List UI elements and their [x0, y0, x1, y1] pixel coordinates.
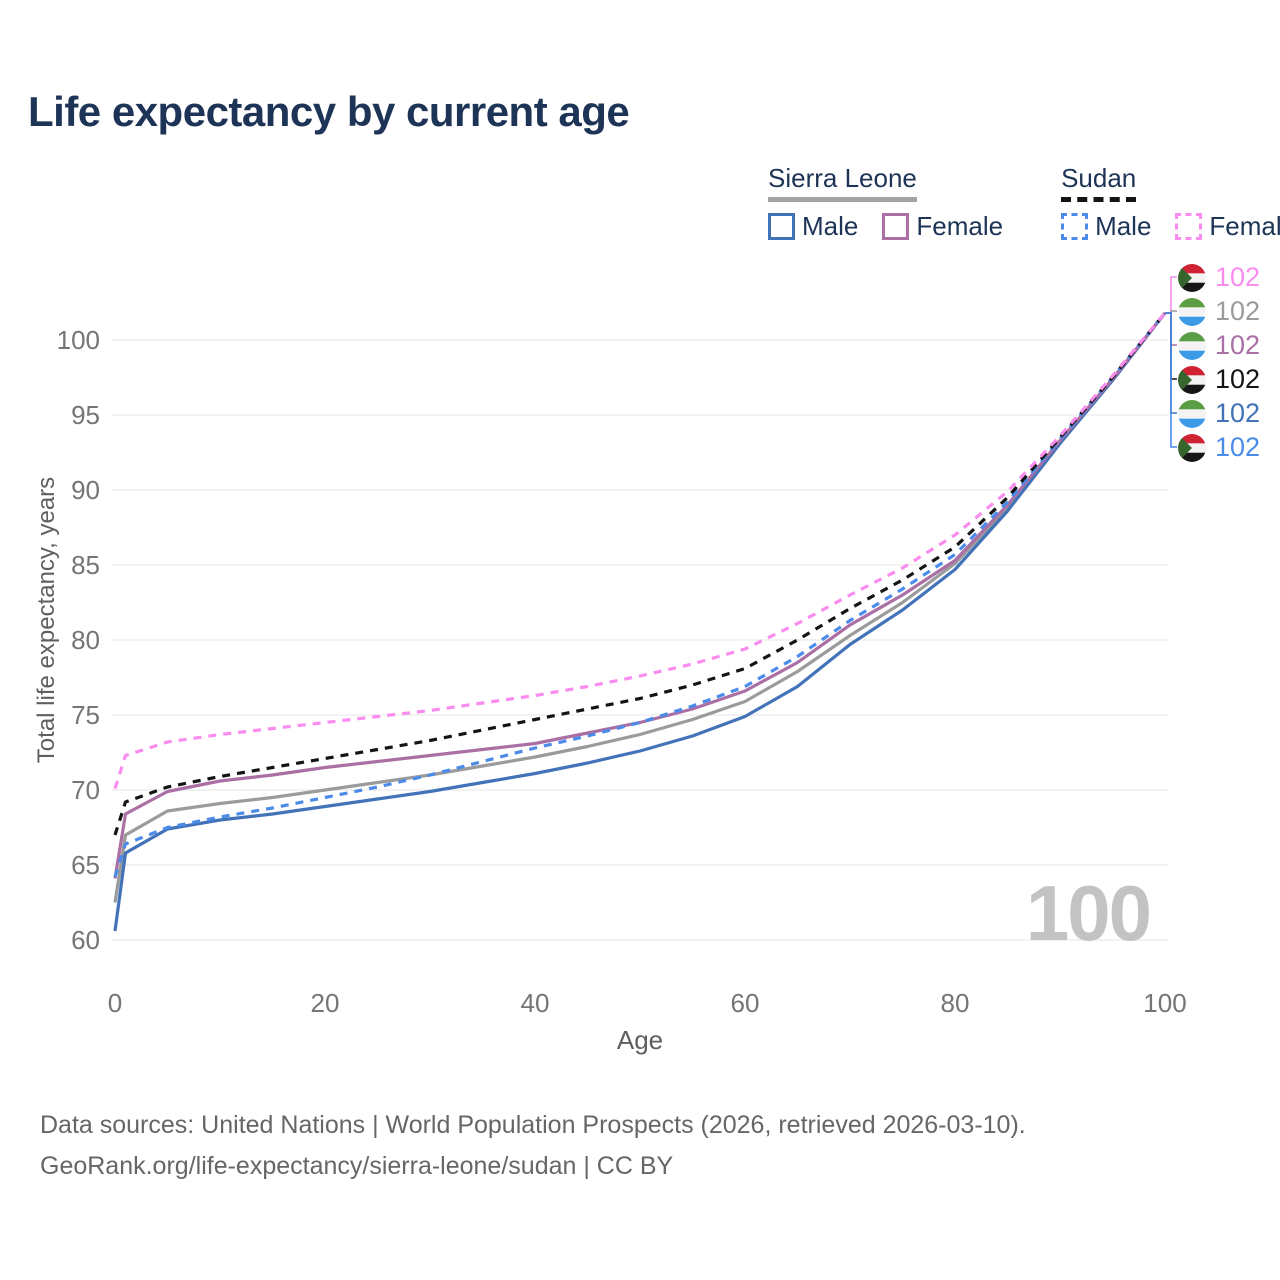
end-label-value: 102	[1215, 432, 1261, 462]
end-label-row[interactable]: 102	[1178, 432, 1260, 463]
end-label-value: 102	[1215, 330, 1261, 360]
legend-item-label: Female	[916, 211, 1004, 241]
y-tick-label: 70	[71, 775, 100, 805]
y-tick-label: 100	[56, 325, 100, 355]
legend-item-sudan-male[interactable]: Male	[1061, 211, 1151, 242]
legend: Sierra Leone Male Female Sudan Male Fema…	[768, 163, 1280, 242]
end-label-value: 102	[1215, 398, 1261, 428]
legend-items: Male Female	[1061, 211, 1280, 242]
y-axis-title: Total life expectancy, years	[33, 476, 60, 764]
y-tick-label: 90	[71, 475, 100, 505]
x-tick-label: 40	[520, 988, 550, 1018]
leader-line	[1165, 312, 1177, 448]
legend-group-sierra-leone: Sierra Leone Male Female	[768, 163, 1003, 242]
end-label-value: 102	[1215, 262, 1261, 292]
series-sudan[interactable]	[113, 311, 1167, 836]
x-tick-label: 60	[730, 988, 760, 1018]
legend-item-label: Male	[1095, 211, 1152, 241]
legend-item-label: Female	[1209, 211, 1280, 241]
legend-title-sudan[interactable]: Sudan	[1061, 163, 1137, 202]
sierra-leone-flag-icon	[1178, 399, 1206, 428]
line-swatch-icon	[882, 213, 910, 240]
series-sierra-leone-female[interactable]	[113, 312, 1167, 879]
sudan-flag-icon	[1178, 365, 1206, 394]
x-tick-label: 80	[940, 988, 970, 1018]
end-label-row[interactable]: 102	[1178, 398, 1260, 429]
legend-title-sierra-leone[interactable]: Sierra Leone	[768, 163, 917, 202]
footer: Data sources: United Nations | World Pop…	[40, 1105, 1026, 1187]
legend-items: Male Female	[768, 211, 1003, 242]
end-label-row[interactable]: 102	[1178, 330, 1260, 361]
sierra-leone-flag-icon	[1178, 331, 1206, 360]
legend-item-sierra-leone-female[interactable]: Female	[882, 211, 1003, 242]
end-label-row[interactable]: 102	[1178, 262, 1260, 293]
age-counter-watermark: 100	[1025, 869, 1152, 957]
sierra-leone-flag-icon	[1178, 297, 1206, 326]
line-swatch-icon	[1175, 213, 1203, 240]
y-tick-label: 95	[71, 400, 100, 430]
end-label-row[interactable]: 102	[1178, 296, 1260, 327]
y-tick-label: 85	[71, 550, 100, 580]
x-axis-title: Age	[616, 1025, 664, 1055]
line-swatch-icon	[1061, 213, 1089, 240]
series-sudan-male[interactable]	[113, 311, 1167, 878]
series-sudan-female[interactable]	[113, 311, 1167, 789]
end-label-row[interactable]: 102	[1178, 364, 1260, 395]
leader-line	[1165, 276, 1177, 314]
source-url-text[interactable]: GeoRank.org/life-expectancy/sierra-leone…	[40, 1152, 674, 1180]
legend-item-sierra-leone-male[interactable]: Male	[768, 211, 858, 242]
series-sierra-leone[interactable]	[113, 312, 1167, 903]
y-tick-label: 60	[71, 925, 100, 955]
legend-group-sudan: Sudan Male Female	[1061, 163, 1280, 242]
x-tick-label: 20	[310, 988, 340, 1018]
y-tick-label: 80	[71, 625, 100, 655]
x-tick-label: 100	[1143, 988, 1187, 1018]
page-title: Life expectancy by current age	[28, 88, 630, 135]
y-tick-label: 75	[71, 700, 100, 730]
legend-item-sudan-female[interactable]: Female	[1175, 211, 1280, 242]
x-tick-label: 0	[107, 988, 123, 1018]
line-swatch-icon	[768, 213, 795, 240]
end-label-value: 102	[1215, 296, 1261, 326]
legend-item-label: Male	[802, 211, 859, 241]
series-sierra-leone-male[interactable]	[113, 312, 1167, 932]
y-tick-label: 65	[71, 850, 100, 880]
end-label-value: 102	[1215, 364, 1261, 394]
sudan-flag-icon	[1178, 433, 1206, 462]
data-sources-text: Data sources: United Nations | World Pop…	[40, 1111, 1026, 1139]
sudan-flag-icon	[1178, 263, 1206, 292]
